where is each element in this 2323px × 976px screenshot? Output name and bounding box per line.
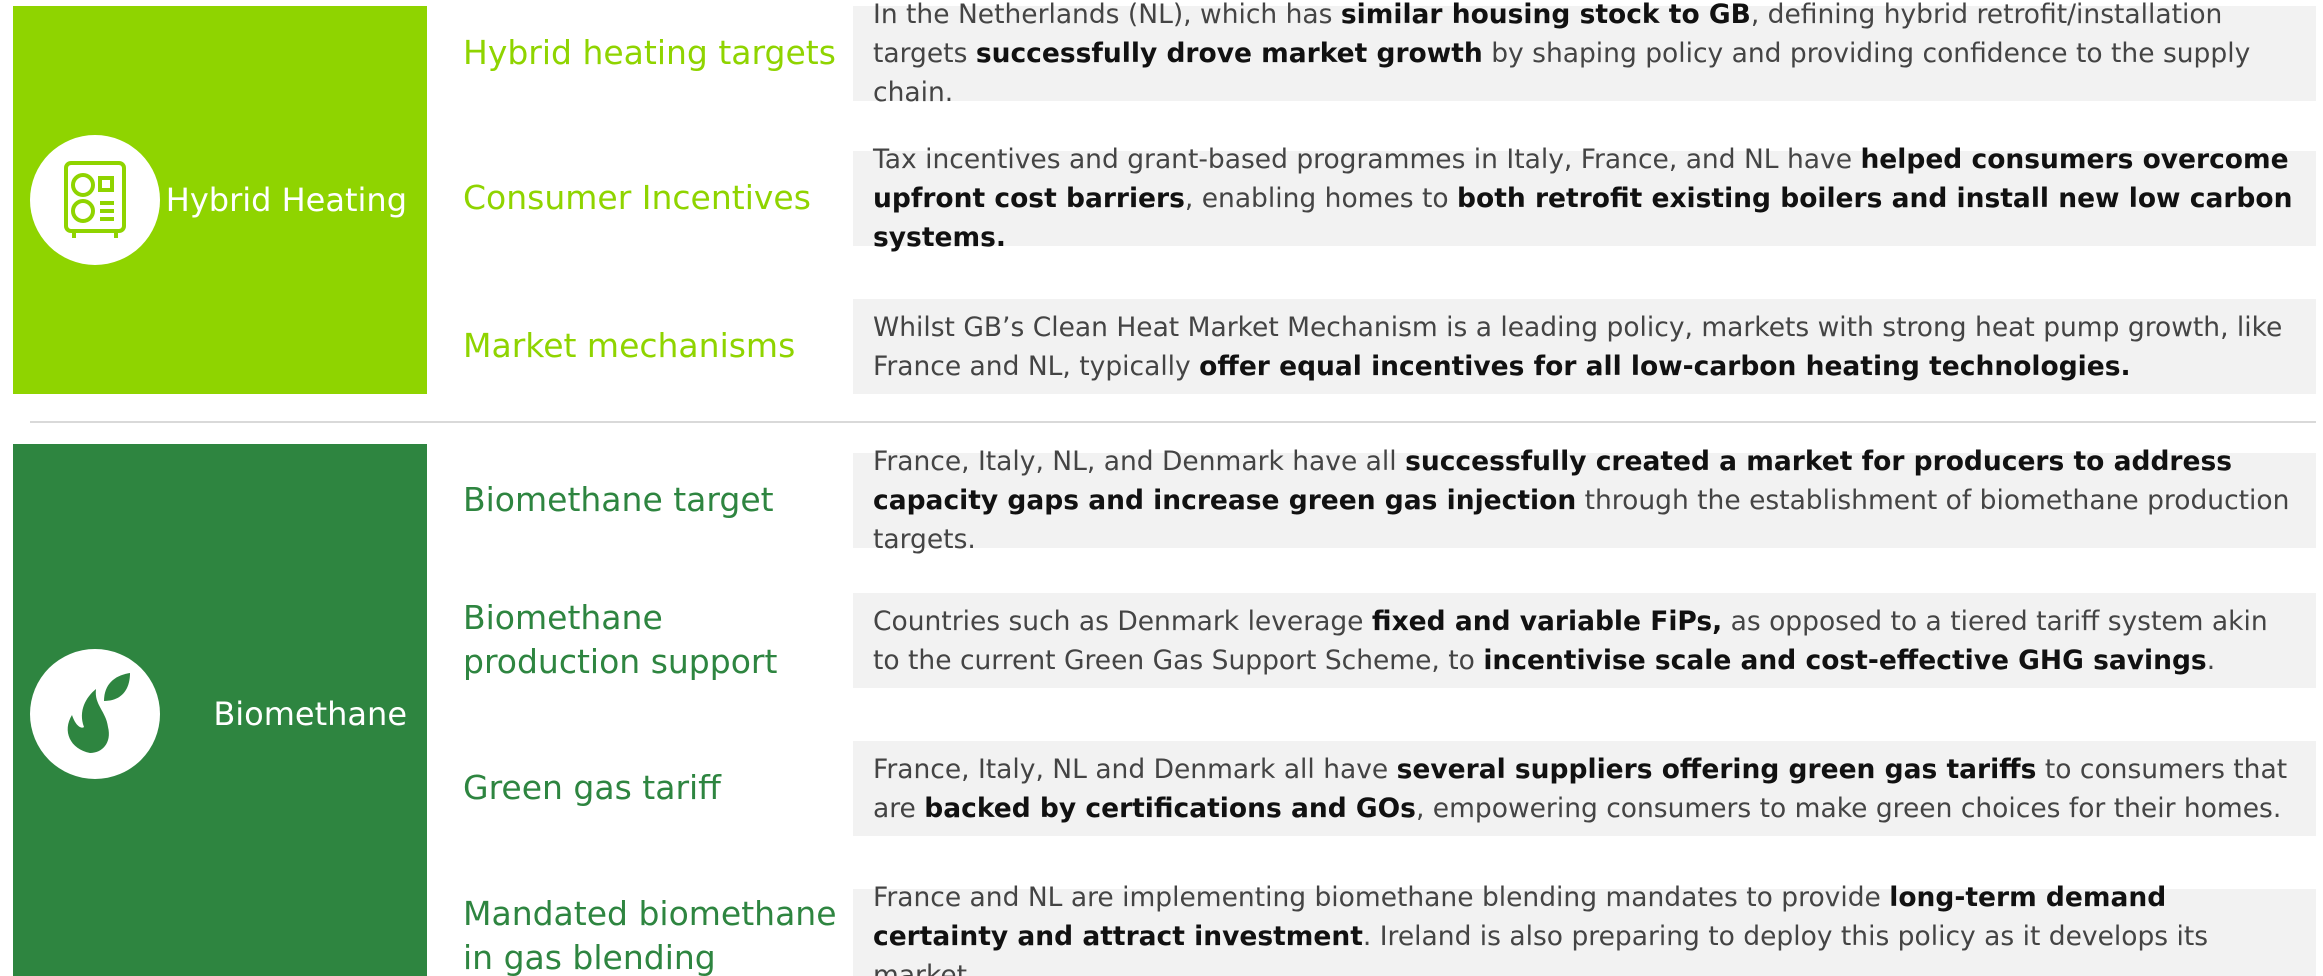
row-label: Market mechanisms — [463, 326, 796, 365]
row-description: France, Italy, NL and Denmark all have s… — [853, 741, 2316, 836]
emphasis: successfully drove market growth — [975, 38, 1483, 69]
row-description: In the Netherlands (NL), which has simil… — [853, 0, 2316, 108]
emphasis: several suppliers offering green gas tar… — [1396, 753, 2037, 785]
row-label: Hybrid heating targets — [463, 33, 836, 72]
emphasis: similar housing stock to GB — [1340, 0, 1751, 30]
row-description: Whilst GB’s Clean Heat Market Mechanism … — [853, 299, 2316, 394]
description-text: Tax incentives and grant-based programme… — [873, 140, 2296, 257]
description-text: Countries such as Denmark leverage fixed… — [873, 602, 2296, 680]
row-description: Tax incentives and grant-based programme… — [853, 144, 2316, 253]
text: Whilst GB’s Clean Heat Market Mechanism … — [873, 311, 2283, 382]
section-icon — [30, 135, 160, 265]
emphasis: incentivise scale and cost-effective GHG… — [1483, 644, 2207, 676]
row-description: France, Italy, NL, and Denmark have all … — [853, 446, 2316, 555]
emphasis: both retrofit existing boilers and insta… — [873, 183, 2293, 253]
text: France, Italy, NL and Denmark all have — [873, 753, 1397, 785]
text: Countries such as Denmark leverage — [873, 605, 1372, 637]
description-text: France and NL are implementing biomethan… — [873, 878, 2296, 976]
text: . Ireland is also preparing to deploy th… — [873, 921, 2209, 976]
emphasis: helped consumers overcome upfront cost b… — [873, 144, 2289, 214]
section-icon — [30, 649, 160, 779]
text: France, Italy, NL, and Denmark have all — [873, 446, 1406, 477]
text: , empowering consumers to make green cho… — [1415, 792, 2282, 824]
row-label: Biomethane target — [463, 480, 774, 519]
row-label: Green gas tariff — [463, 768, 721, 807]
row-label: Consumer Incentives — [463, 178, 811, 217]
text: by shaping policy and providing confiden… — [873, 38, 2251, 108]
row-label: Mandated biomethane in gas blending — [463, 894, 837, 976]
description-text: France, Italy, NL, and Denmark have all … — [873, 442, 2296, 559]
row-description: France and NL are implementing biomethan… — [853, 882, 2316, 976]
section-title: Biomethane — [213, 695, 407, 733]
text: to consumers that are — [873, 753, 2288, 824]
row-description: Countries such as Denmark leverage fixed… — [853, 593, 2316, 688]
description-text: Whilst GB’s Clean Heat Market Mechanism … — [873, 308, 2296, 386]
text: , enabling homes to — [1184, 183, 1458, 214]
text: In the Netherlands (NL), which has — [873, 0, 1341, 30]
description-text: France, Italy, NL and Denmark all have s… — [873, 750, 2296, 828]
text: . — [2206, 644, 2216, 676]
emphasis: fixed and variable FiPs, — [1371, 605, 1723, 637]
emphasis: offer equal incentives for all low-carbo… — [1199, 350, 2131, 382]
row-label: Biomethane production support — [463, 598, 778, 681]
emphasis: backed by certifications and GOs — [924, 792, 1416, 824]
text: through the establishment of biomethane … — [873, 485, 2290, 555]
emphasis: long-term demand certainty and attract i… — [873, 882, 2167, 952]
text: as opposed to a tiered tariff system aki… — [873, 605, 2268, 676]
divider — [30, 421, 2316, 423]
text: France and NL are implementing biomethan… — [873, 882, 1890, 913]
text: Tax incentives and grant-based programme… — [873, 144, 1861, 175]
emphasis: successfully created a market for produc… — [873, 446, 2232, 516]
text: , defining hybrid retrofit/installation … — [873, 0, 2223, 69]
description-text: In the Netherlands (NL), which has simil… — [873, 0, 2296, 112]
section-title: Hybrid Heating — [165, 181, 407, 219]
